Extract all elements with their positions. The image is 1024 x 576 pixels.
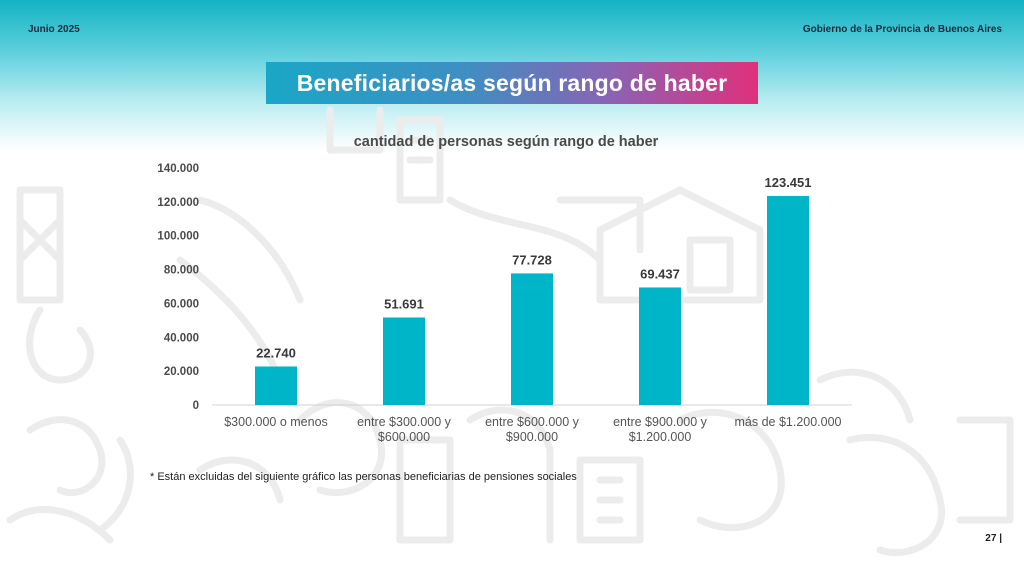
x-tick-label: $1.200.000 [629,430,692,444]
x-tick-label: más de $1.200.000 [734,415,841,429]
x-tick-label: entre $300.000 y [357,415,452,429]
slide-title-banner: Beneficiarios/as según rango de haber [266,62,758,104]
y-tick-label: 100.000 [157,231,199,243]
x-tick-label: entre $600.000 y [485,415,580,429]
page-number: 27 | [985,533,1002,544]
data-label: 22.740 [256,346,296,361]
y-tick-label: 120.000 [157,197,199,209]
organization-name: Gobierno de la Provincia de Buenos Aires [802,24,1002,35]
data-label: 51.691 [384,296,424,311]
x-tick-label: $600.000 [378,430,430,444]
data-label: 69.437 [640,266,680,281]
y-tick-label: 40.000 [164,332,199,344]
bar [639,287,681,405]
footnote: * Están excluidas del siguiente gráfico … [150,471,577,483]
y-tick-label: 140.000 [157,163,199,175]
chart-title: cantidad de personas según rango de habe… [353,134,659,150]
y-tick-label: 0 [193,400,199,412]
data-label: 77.728 [512,252,552,267]
x-tick-label: $300.000 o menos [224,415,328,429]
bar [511,273,553,405]
data-label: 123.451 [765,175,812,190]
y-tick-label: 20.000 [164,366,199,378]
x-tick-label: $900.000 [506,430,558,444]
y-tick-label: 60.000 [164,298,199,310]
report-date: Junio 2025 [28,24,80,35]
bar [767,196,809,405]
x-tick-label: entre $900.000 y [613,415,708,429]
bar [255,366,297,405]
slide-title: Beneficiarios/as según rango de haber [296,69,728,96]
y-tick-label: 80.000 [164,265,199,277]
bar [383,317,425,405]
